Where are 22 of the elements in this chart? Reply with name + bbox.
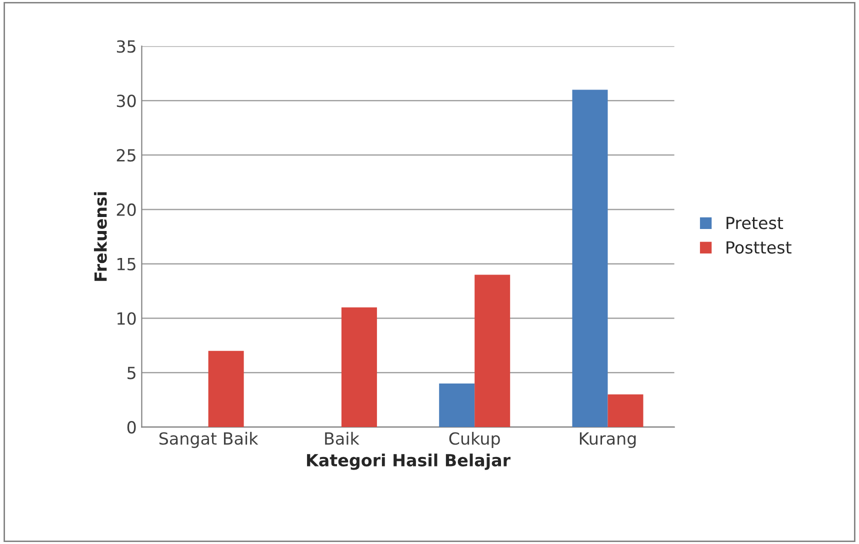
bar [439, 384, 475, 428]
x-tick-label: Cukup [449, 432, 500, 448]
legend-label: Posttest [726, 241, 792, 254]
bar [341, 307, 377, 428]
y-tick-label: 20 [116, 203, 136, 216]
bar [608, 394, 644, 428]
bar [572, 90, 608, 428]
bar [208, 350, 244, 428]
y-tick-label: 5 [128, 366, 136, 380]
y-tick-label: 30 [116, 94, 136, 108]
y-tick-label: 15 [117, 258, 136, 270]
x-tick-label: Sangat Baik [159, 432, 258, 448]
y-tick-label: 35 [116, 40, 136, 53]
x-tick-label: Kurang [580, 432, 636, 448]
x-axis-title: Kategori Hasil Belajar [307, 454, 510, 470]
y-tick-label: 25 [116, 149, 136, 162]
bar [474, 274, 510, 428]
y-axis-title: Frekuensi [94, 192, 107, 281]
y-tick-label: 10 [117, 312, 136, 325]
legend-label: Pretest [726, 216, 784, 230]
x-tick-label: Baik [325, 432, 360, 445]
y-tick-label: 0 [127, 421, 136, 434]
